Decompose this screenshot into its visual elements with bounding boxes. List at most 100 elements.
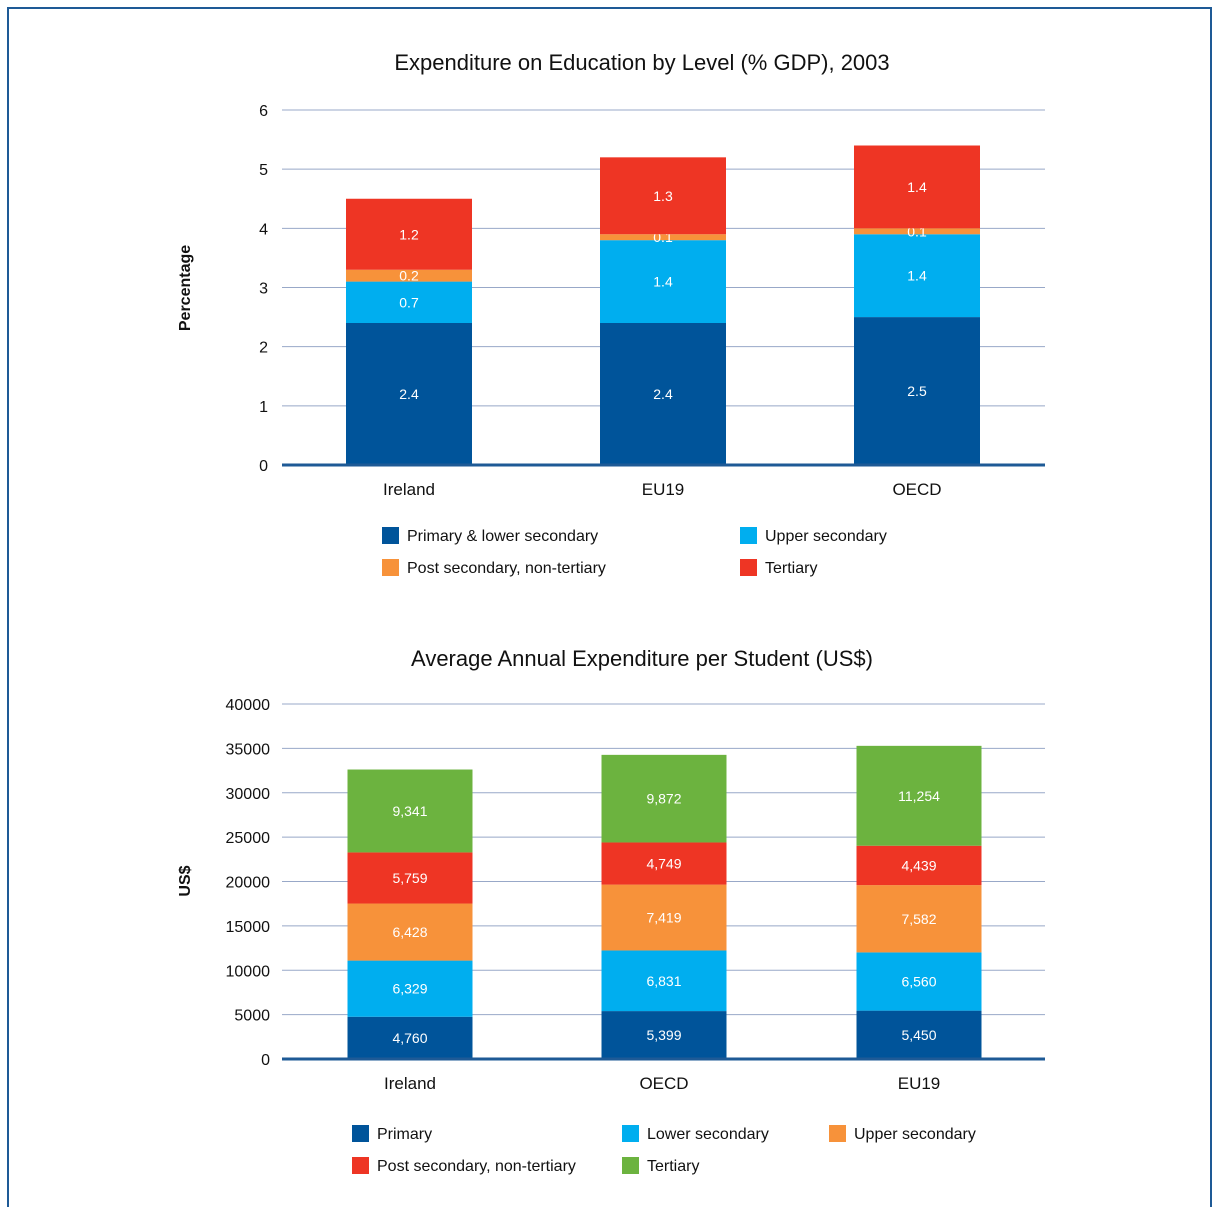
x-tick-label: Ireland: [383, 480, 435, 499]
data-label: 4,439: [901, 857, 936, 873]
legend-swatch: [382, 559, 399, 576]
chart-title: Average Annual Expenditure per Student (…: [411, 646, 873, 671]
bar-segment: [601, 842, 727, 885]
bar-segment: [601, 754, 727, 843]
bar-segment: [347, 903, 473, 961]
legend-label: Tertiary: [765, 560, 817, 577]
data-label: 1.4: [907, 179, 927, 195]
chart-per-student-expenditure: Average Annual Expenditure per Student (…: [177, 646, 1045, 1175]
data-label: 5,399: [646, 1027, 681, 1043]
data-label: 4,749: [646, 856, 681, 872]
y-tick-label: 10000: [226, 963, 271, 980]
data-label: 2.4: [653, 386, 673, 402]
data-label: 7,582: [901, 911, 936, 927]
bar-segment: [600, 240, 726, 323]
legend-swatch: [352, 1125, 369, 1142]
legend: Primary & lower secondary Upper secondary…: [382, 527, 887, 577]
legend-swatch: [382, 527, 399, 544]
bar-segment: [601, 950, 727, 1012]
data-label: 11,254: [898, 788, 940, 804]
legend-swatch: [829, 1125, 846, 1142]
legend-swatch: [352, 1157, 369, 1174]
data-label: 0.7: [399, 294, 419, 310]
legend-swatch: [740, 527, 757, 544]
legend-swatch: [740, 559, 757, 576]
data-label: 2.4: [399, 386, 419, 402]
data-label: 6,831: [646, 973, 681, 989]
y-tick-label: 0: [259, 458, 268, 475]
bar-segment: [347, 960, 473, 1017]
y-axis-label: Percentage: [177, 245, 194, 331]
x-tick-label: EU19: [898, 1074, 941, 1093]
y-tick-label: 2: [259, 340, 268, 357]
bar-segment: [856, 745, 982, 846]
bar-segment: [347, 852, 473, 904]
bar-segment: [601, 1011, 727, 1059]
y-tick-label: 15000: [226, 919, 271, 936]
bar-segment: [347, 769, 473, 853]
legend-label: Upper secondary: [854, 1126, 976, 1143]
bar-segment: [601, 884, 727, 951]
y-tick-label: 25000: [226, 830, 271, 847]
bar-segment: [856, 952, 982, 1011]
y-tick-label: 40000: [226, 697, 271, 714]
bar-segment: [856, 1010, 982, 1059]
data-label: 1.3: [653, 188, 673, 204]
y-tick-label: 1: [259, 399, 268, 416]
bar-segment: [854, 228, 980, 235]
bar-segment: [856, 845, 982, 886]
legend-label: Primary & lower secondary: [407, 528, 598, 545]
data-label: 1.2: [399, 226, 419, 242]
data-label: 5,759: [392, 870, 427, 886]
x-tick-labels: Ireland EU19 OECD: [383, 480, 942, 499]
y-tick-labels: 0 1 2 3 4 5 6: [259, 103, 268, 475]
data-label: 6,560: [901, 974, 936, 990]
legend-label: Lower secondary: [647, 1126, 769, 1143]
bar-segment: [856, 885, 982, 953]
data-label: 7,419: [646, 910, 681, 926]
bar-segment: [346, 323, 472, 465]
bar-segment: [600, 234, 726, 241]
data-label: 6,329: [392, 981, 427, 997]
bar-segment: [854, 317, 980, 465]
legend-swatch: [622, 1125, 639, 1142]
y-tick-label: 5: [259, 162, 268, 179]
y-tick-labels: 0 5000 10000 15000 20000 25000 30000 35000 40000: [226, 697, 271, 1069]
data-label: 9,341: [392, 803, 427, 819]
legend-label: Upper secondary: [765, 528, 887, 545]
legend-label: Primary: [377, 1126, 432, 1143]
y-tick-label: 4: [259, 221, 268, 238]
data-label: 5,450: [901, 1027, 936, 1043]
y-tick-label: 3: [259, 281, 268, 298]
legend-label: Tertiary: [647, 1158, 699, 1175]
legend: Primary Lower secondary Upper secondary Pos…: [352, 1125, 976, 1175]
bar-segment: [600, 323, 726, 465]
x-tick-labels: Ireland OECD EU19: [384, 1074, 940, 1093]
y-tick-label: 20000: [226, 875, 271, 892]
data-label: 0.2: [399, 268, 419, 284]
bar-segment: [347, 1016, 473, 1059]
x-tick-label: Ireland: [384, 1074, 436, 1093]
y-tick-label: 30000: [226, 786, 271, 803]
bars: 2.40.70.21.22.41.40.11.32.51.40.11.4: [282, 145, 1045, 467]
legend-swatch: [622, 1157, 639, 1174]
bar-segment: [854, 234, 980, 318]
y-tick-label: 35000: [226, 741, 271, 758]
y-tick-label: 6: [259, 103, 268, 120]
legend-label: Post secondary, non-tertiary: [377, 1158, 576, 1175]
data-label: 9,872: [646, 791, 681, 807]
x-tick-label: EU19: [642, 480, 685, 499]
y-tick-label: 0: [261, 1052, 270, 1069]
bar-segment: [346, 281, 472, 323]
x-tick-label: OECD: [639, 1074, 688, 1093]
bar-segment: [600, 157, 726, 235]
bars: 4,760 6,329 6,428 5,759 9,341 5,399 6,831 7,419…: [282, 745, 1045, 1061]
data-label: 6,428: [392, 924, 427, 940]
chart-title: Expenditure on Education by Level (% GDP…: [394, 50, 889, 75]
x-tick-label: OECD: [892, 480, 941, 499]
bar-segment: [346, 269, 472, 282]
chart-gdp-expenditure: Expenditure on Education by Level (% GDP…: [177, 50, 1045, 577]
y-tick-label: 5000: [234, 1008, 270, 1025]
bar-segment: [854, 145, 980, 229]
